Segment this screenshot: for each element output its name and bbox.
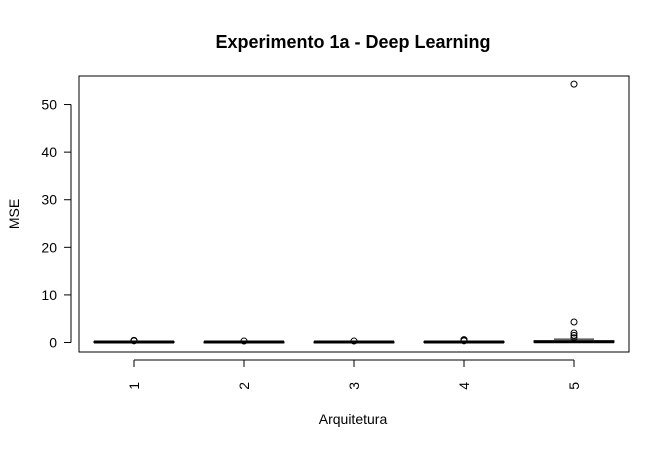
box-5 <box>533 80 615 344</box>
chart-title: Experimento 1a - Deep Learning <box>215 32 490 52</box>
y-tick-label: 50 <box>41 97 57 113</box>
box-4 <box>423 336 505 345</box>
y-tick-label: 0 <box>49 334 57 350</box>
outlier-point <box>350 337 358 345</box>
y-axis-label: MSE <box>6 199 22 229</box>
y-tick-label: 30 <box>41 192 57 208</box>
outlier-point <box>130 336 138 344</box>
outlier-point <box>570 318 578 326</box>
outlier-point <box>570 331 578 339</box>
plot-frame <box>78 75 630 353</box>
box-1 <box>93 336 175 345</box>
y-tick-label: 10 <box>41 287 57 303</box>
outlier-point <box>570 80 578 88</box>
outlier-point <box>570 329 578 337</box>
box-2 <box>203 337 285 345</box>
x-tick-label: 3 <box>346 382 362 390</box>
boxes-group <box>93 80 615 345</box>
box-3 <box>313 337 395 345</box>
outlier-point <box>240 337 248 345</box>
x-tick-label: 4 <box>456 382 472 390</box>
x-tick-label: 1 <box>126 382 142 390</box>
x-axis: 1 2 3 4 5 <box>126 359 582 390</box>
outlier-point <box>460 336 468 344</box>
y-tick-label: 40 <box>41 144 57 160</box>
x-tick-label: 2 <box>236 382 252 390</box>
x-tick-label: 5 <box>566 382 582 390</box>
outlier-point <box>570 334 578 342</box>
x-axis-label: Arquitetura <box>319 411 388 427</box>
y-tick-label: 20 <box>41 239 57 255</box>
y-axis: 0 10 20 30 40 50 <box>41 97 72 350</box>
